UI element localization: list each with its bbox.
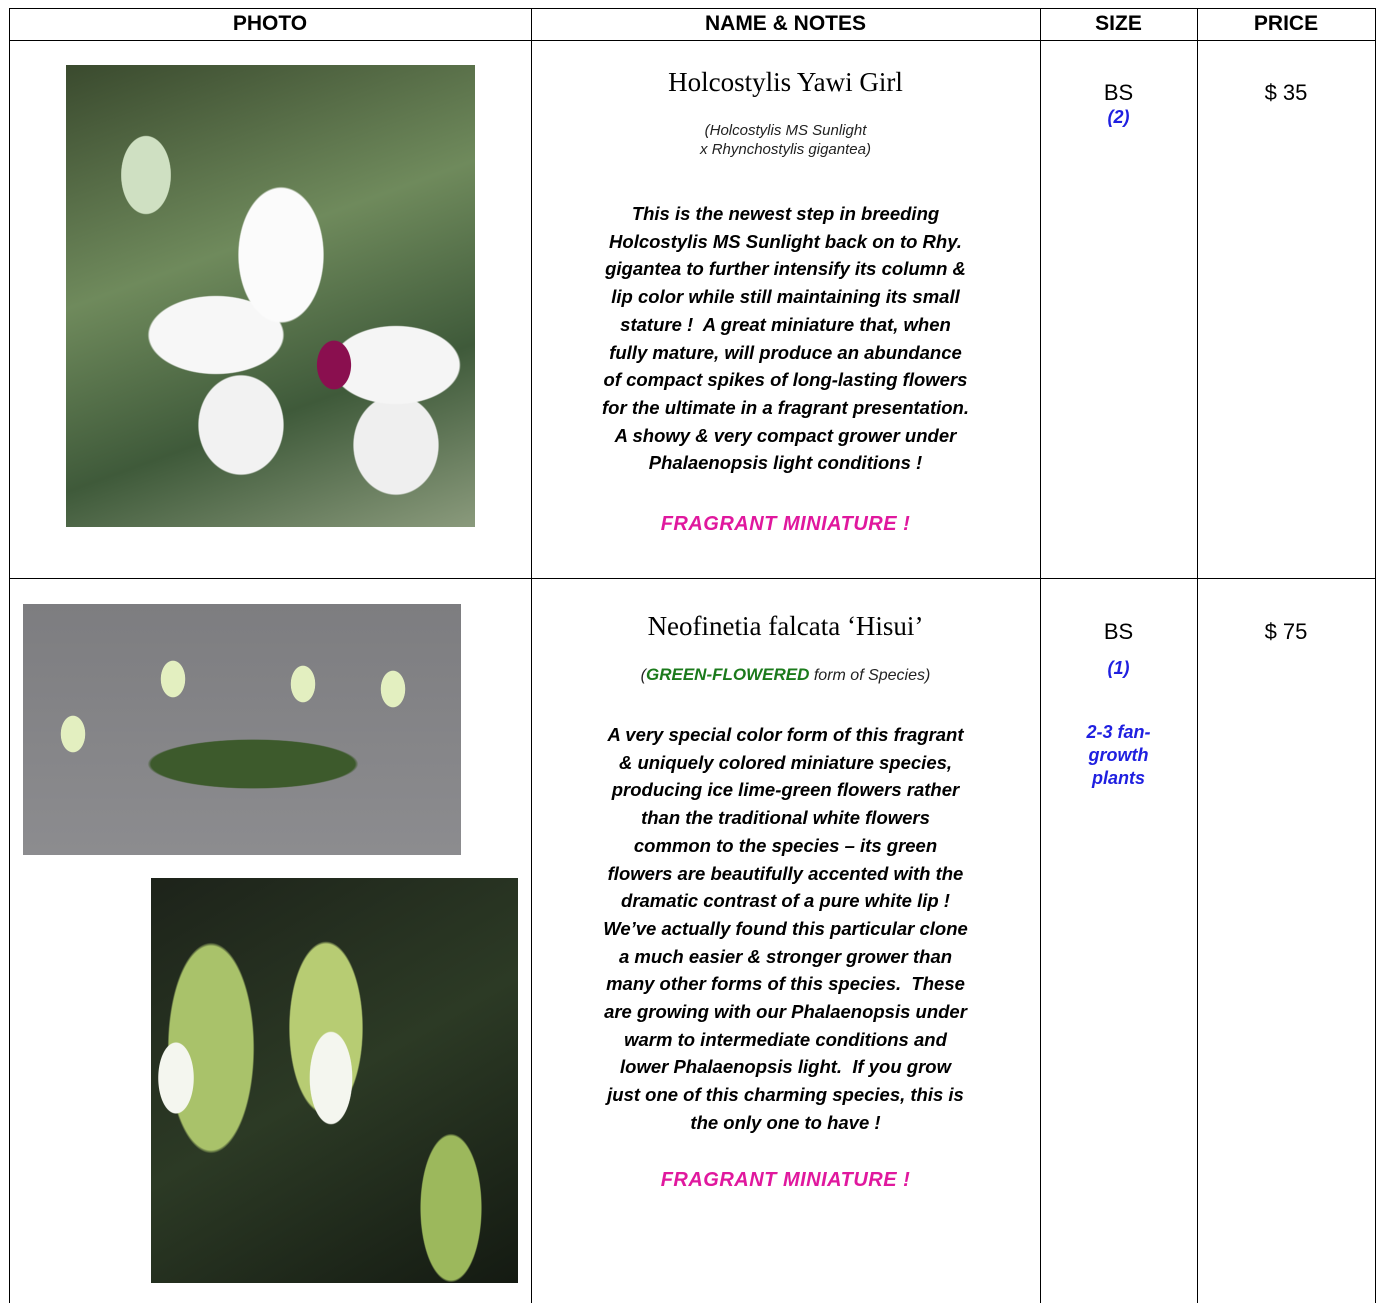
parentage-open: ( (640, 667, 646, 684)
notes-line: dramatic contrast of a pure white lip ! (621, 890, 950, 912)
notes-line: lip color while still maintaining its sm… (611, 286, 960, 308)
quantity: (1) (1107, 658, 1130, 678)
price: $ 35 (1264, 80, 1308, 105)
parentage-rest: form of Species) (813, 667, 931, 684)
notes-line: the only one to have ! (690, 1111, 881, 1133)
notes-line: are growing with our Phalaenopsis under (604, 1001, 967, 1023)
header-name: NAME & NOTES (704, 12, 866, 35)
parentage-line: x Rhynchostylis gigantea) (700, 141, 871, 158)
notes: A very special color form of this fragra… (531, 721, 1040, 1137)
notes-line: This is the newest step in breeding (631, 203, 940, 224)
photo (23, 604, 461, 855)
notes-line: stature ! A great miniature that, when (620, 313, 951, 335)
notes-line: of compact spikes of long-lasting flower… (603, 369, 968, 391)
border (531, 8, 532, 1303)
border (9, 40, 1376, 41)
notes-line: lower Phalaenopsis light. If you grow (620, 1056, 951, 1078)
border (9, 8, 1376, 9)
parentage: (GREEN-FLOWERED form of Species) (531, 665, 1040, 685)
tag: FRAGRANT MINIATURE ! (660, 1169, 911, 1191)
product-name: Neofinetia falcata ‘Hisui’ (647, 611, 924, 641)
notes-line: a much easier & stronger grower than (618, 945, 953, 967)
notes-line: producing ice lime-green flowers rather (611, 779, 960, 801)
size-note: 2-3 fan-growth plants (1086, 722, 1151, 788)
notes: This is the newest step in breeding Holco… (531, 200, 1040, 477)
border (1375, 8, 1376, 1303)
notes-line: A very special color form of this fragra… (607, 724, 964, 745)
notes-line: flowers are beautifully accented with th… (607, 862, 964, 884)
header-size: SIZE (1095, 12, 1142, 35)
notes-line: than the traditional white flowers (641, 807, 930, 829)
size: BS (1103, 619, 1134, 644)
notes-line: fully mature, will produce an abundance (609, 341, 962, 363)
header-price: PRICE (1253, 12, 1319, 35)
quantity: (2) (1107, 107, 1130, 127)
parentage-line: (Holcostylis MS Sunlight (704, 122, 867, 139)
notes-line: We’ve actually found this particular clo… (603, 917, 968, 939)
notes-line: warm to intermediate conditions and (624, 1028, 947, 1050)
tag: FRAGRANT MINIATURE ! (660, 513, 911, 535)
highlight: GREEN-FLOWERED (646, 665, 810, 684)
photo (66, 65, 475, 527)
notes-line: many other forms of this species. These (606, 973, 965, 995)
size: BS (1103, 80, 1134, 105)
border (1197, 8, 1198, 1303)
price: $ 75 (1264, 619, 1308, 644)
product-name: Holcostylis Yawi Girl (668, 67, 903, 97)
border (9, 8, 10, 1303)
notes-line: & uniquely colored miniature species, (618, 751, 953, 773)
notes-line: gigantea to further intensify its column… (605, 258, 966, 280)
notes-line: just one of this charming species, this … (607, 1084, 964, 1106)
border (9, 578, 1376, 579)
border (1040, 8, 1041, 1303)
notes-line: Phalaenopsis light conditions ! (648, 452, 923, 474)
notes-line: A showy & very compact grower under (614, 424, 957, 446)
notes-line: Holcostylis MS Sunlight back on to Rhy. (609, 230, 962, 252)
header-photo: PHOTO (232, 12, 308, 35)
notes-line: for the ultimate in a fragrant presentat… (602, 396, 969, 418)
notes-line: common to the species – its green (633, 834, 938, 856)
photo (151, 878, 518, 1283)
parentage: (Holcostylis MS Sunlight x Rhynchostylis … (531, 121, 1040, 159)
